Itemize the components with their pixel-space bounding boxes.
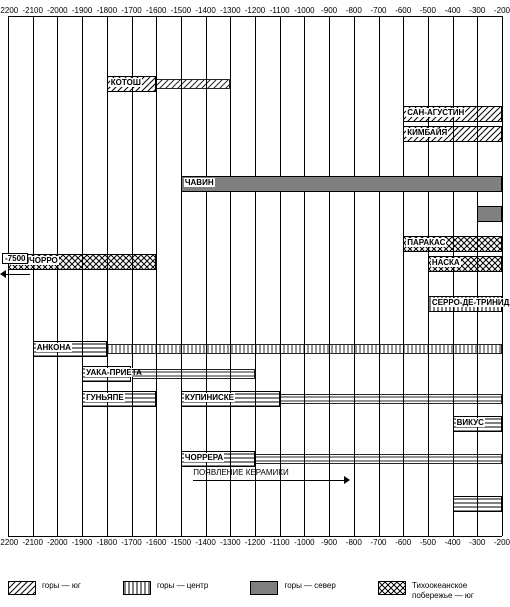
culture-bar: СЕРРО-ДЕ-ТРИНИДАД xyxy=(428,296,502,312)
tick-top: -300 xyxy=(469,6,485,15)
culture-bar: САН-АГУСТИН xyxy=(403,106,502,122)
culture-bar: НАСКА xyxy=(428,256,502,272)
timeline-chart: -2200 -2200 -2100 -2100 -2000 -2000 -1900 -1900… xyxy=(0,0,510,556)
legend-label: горы — центр xyxy=(157,581,208,591)
culture-label: КУПИНИСКЕ xyxy=(184,393,235,402)
culture-bar-tail xyxy=(255,454,502,464)
offscale-marker: -7500 xyxy=(2,253,28,264)
legend-item: Тихоокеанское побережье — юг xyxy=(378,581,502,601)
culture-label: ГУНЬЯПЕ xyxy=(85,393,125,402)
culture-label: ЧОРРЕРА xyxy=(184,453,224,462)
tick-bottom: -800 xyxy=(346,538,362,547)
culture-bar: ВИКУС xyxy=(453,416,502,432)
tick-bottom: -1500 xyxy=(171,538,191,547)
culture-bar: УАКА-ПРИЕТА xyxy=(82,366,131,382)
culture-bar: КОТОШ xyxy=(107,76,156,92)
gridline xyxy=(502,16,503,536)
tick-top: -600 xyxy=(395,6,411,15)
gridline xyxy=(156,16,157,536)
culture-bar-tail xyxy=(107,344,502,354)
tick-bottom: -1200 xyxy=(245,538,265,547)
tick-bottom: -600 xyxy=(395,538,411,547)
gridline xyxy=(8,16,9,536)
culture-bar: ЧАВИН xyxy=(181,176,502,192)
annotation-text: ПОЯВЛЕНИЕ КЕРАМИКИ xyxy=(193,468,288,477)
legend-item: горы — юг xyxy=(8,581,81,601)
legend-label: горы — юг xyxy=(42,581,81,591)
gridline xyxy=(107,16,108,536)
tick-top: -1400 xyxy=(195,6,215,15)
culture-label: САН-АГУСТИН xyxy=(406,108,465,117)
culture-label: ВИКУС xyxy=(456,418,485,427)
culture-bar: ПАРАКАС xyxy=(403,236,502,252)
culture-bar: ЧОРРЕРА xyxy=(181,451,255,467)
culture-label: ЧАВИН xyxy=(184,178,215,187)
tick-top: -2200 xyxy=(0,6,18,15)
culture-label: ПАРАКАС xyxy=(406,238,446,247)
tick-top: -900 xyxy=(321,6,337,15)
culture-bar: ЧИНЧОРРО xyxy=(8,254,156,270)
tick-top: -1100 xyxy=(270,6,290,15)
tick-top: -200 xyxy=(494,6,510,15)
tick-bottom: -1300 xyxy=(220,538,240,547)
tick-top: -1300 xyxy=(220,6,240,15)
tick-bottom: -1800 xyxy=(97,538,117,547)
tick-bottom: -2100 xyxy=(22,538,42,547)
tick-top: -500 xyxy=(420,6,436,15)
culture-label: НАСКА xyxy=(431,258,461,267)
legend: горы — юг горы — центр горы — север Тихооке… xyxy=(0,575,510,607)
tick-bottom: -1000 xyxy=(294,538,314,547)
tick-top: -400 xyxy=(445,6,461,15)
culture-bar-tail xyxy=(156,79,230,89)
gridline xyxy=(33,16,34,536)
tick-bottom: -1700 xyxy=(121,538,141,547)
gridline xyxy=(132,16,133,536)
tick-top: -800 xyxy=(346,6,362,15)
tick-bottom: -300 xyxy=(469,538,485,547)
tick-top: -1500 xyxy=(171,6,191,15)
tick-top: -1800 xyxy=(97,6,117,15)
culture-label: АНКОНА xyxy=(36,343,72,352)
culture-bar: ГУНЬЯПЕ xyxy=(82,391,156,407)
tick-bottom: -1900 xyxy=(72,538,92,547)
tick-bottom: -2000 xyxy=(47,538,67,547)
culture-label: КИМБАЙЯ xyxy=(406,128,448,137)
tick-top: -1900 xyxy=(72,6,92,15)
culture-bar: КУПИНИСКЕ xyxy=(181,391,280,407)
tick-top: -700 xyxy=(370,6,386,15)
tick-bottom: -900 xyxy=(321,538,337,547)
legend-label: горы — север xyxy=(284,581,335,591)
tick-top: -2000 xyxy=(47,6,67,15)
gridline xyxy=(57,16,58,536)
culture-bar-tail xyxy=(132,369,256,379)
tick-top: -2100 xyxy=(22,6,42,15)
tick-top: -1000 xyxy=(294,6,314,15)
legend-swatch xyxy=(123,581,151,595)
tick-bottom: -1600 xyxy=(146,538,166,547)
tick-top: -1200 xyxy=(245,6,265,15)
tick-bottom: -1100 xyxy=(270,538,290,547)
culture-bar xyxy=(453,496,502,512)
culture-label: СЕРРО-ДЕ-ТРИНИДАД xyxy=(431,298,510,307)
culture-bar: КИМБАЙЯ xyxy=(403,126,502,142)
culture-label: КОТОШ xyxy=(110,78,142,87)
legend-item: горы — центр xyxy=(123,581,208,601)
legend-label: Тихоокеанское побережье — юг xyxy=(412,581,502,601)
tick-bottom: -200 xyxy=(494,538,510,547)
culture-bar-tail xyxy=(280,394,502,404)
tick-bottom: -1400 xyxy=(195,538,215,547)
culture-bar xyxy=(477,206,502,222)
legend-swatch xyxy=(8,581,36,595)
tick-bottom: -500 xyxy=(420,538,436,547)
legend-swatch xyxy=(378,581,406,595)
tick-bottom: -400 xyxy=(445,538,461,547)
culture-bar: АНКОНА xyxy=(33,341,107,357)
legend-item: горы — север xyxy=(250,581,335,601)
tick-top: -1700 xyxy=(121,6,141,15)
tick-bottom: -2200 xyxy=(0,538,18,547)
gridline xyxy=(82,16,83,536)
legend-swatch xyxy=(250,581,278,595)
tick-top: -1600 xyxy=(146,6,166,15)
tick-bottom: -700 xyxy=(370,538,386,547)
